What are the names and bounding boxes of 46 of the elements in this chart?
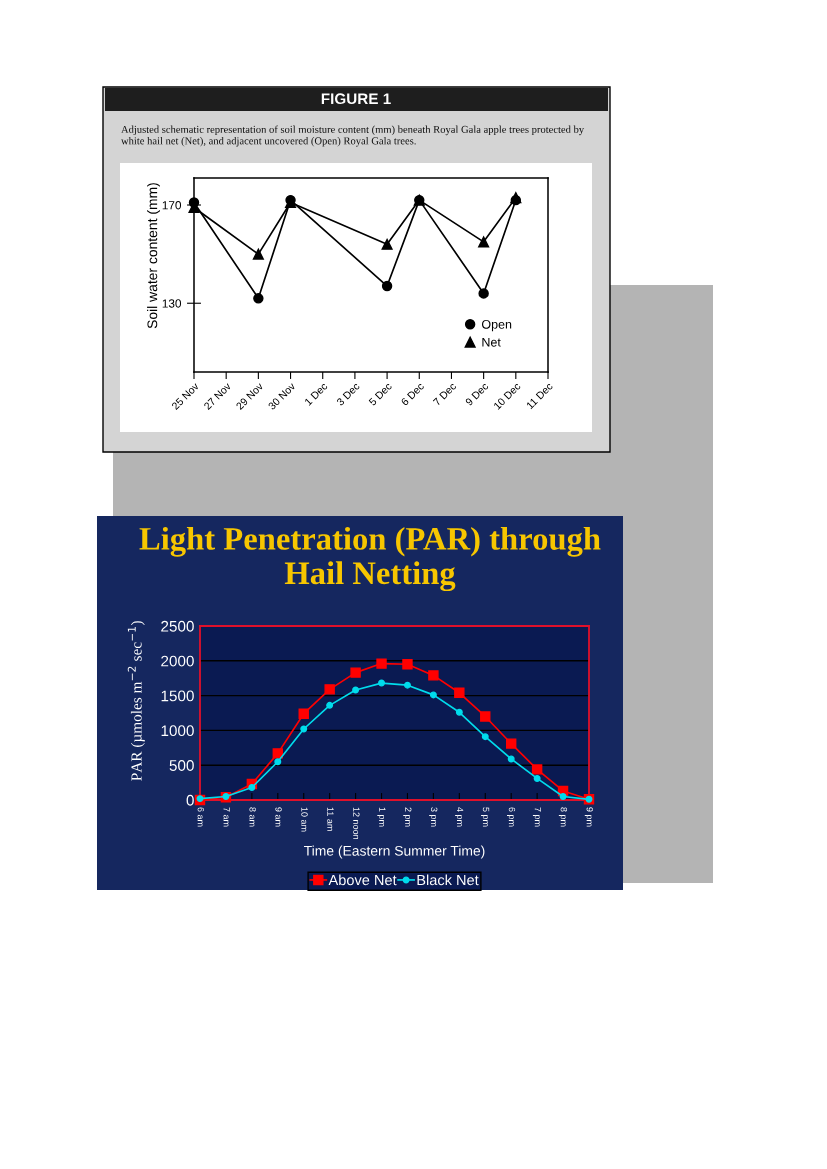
legend-label: Above Net — [328, 874, 397, 886]
x-tick-label: 10 am — [301, 807, 308, 832]
x-tick-label: 8 pm — [558, 807, 568, 827]
y-tick-label: 130 — [162, 299, 182, 308]
y-tick-label: 0 — [186, 794, 194, 806]
x-tick-label: 4 pm — [455, 807, 464, 827]
y-tick-label: 2000 — [161, 655, 194, 667]
x-tick-label: 1 Dec — [304, 382, 328, 406]
x-tick-label: 6 pm — [506, 807, 516, 827]
legend-label: Open — [481, 319, 512, 332]
x-tick-label: 3 Dec — [336, 382, 361, 407]
y-tick-label: 1500 — [161, 690, 194, 702]
x-tick-label: 6 am — [197, 807, 204, 827]
legend-label: Black Net — [417, 874, 479, 886]
x-tick-label: 30 Nov — [267, 381, 296, 411]
x-tick-label: 11 am — [327, 807, 334, 831]
x-tick-label: 6 Dec — [400, 382, 425, 406]
x-tick-label: 5 pm — [481, 807, 490, 827]
legend-label: Net — [482, 337, 501, 347]
x-tick-label: 9 Dec — [464, 382, 489, 407]
chart-title: FIGURE 1 — [321, 93, 391, 105]
x-axis-title: Time (Eastern Summer Time) — [304, 845, 485, 859]
x-tick-label: 12 noon — [353, 807, 360, 839]
y-tick-label: 1000 — [161, 725, 194, 737]
y-axis-title: PAR (µmoles m$^{−2}$ sec$^{−1}$) — [127, 621, 145, 781]
x-tick-label: 9 pm — [584, 807, 593, 827]
x-tick-label: 27 Nov — [203, 381, 232, 411]
x-tick-label: 2 pm — [403, 807, 412, 827]
x-tick-label: 10 Dec — [493, 382, 522, 410]
x-tick-label: 1 pm — [377, 807, 386, 827]
x-tick-label: 5 Dec — [368, 382, 393, 407]
x-tick-label: 25 Nov — [171, 381, 200, 411]
x-tick-label: 8 am — [249, 807, 256, 827]
x-tick-label: 3 pm — [429, 807, 438, 827]
y-axis-title: Soil water content (mm) — [147, 183, 160, 329]
x-tick-label: 7 am — [223, 807, 230, 827]
x-tick-label: 11 Dec — [526, 382, 554, 410]
chart-subtitle: Adjusted schematic representation of soil moisture content (mm) beneath Royal Gala apple trees protected by white hail net (Net), and adjacent uncovered (Open) Royal Gala trees. — [121, 125, 585, 147]
y-tick-label: 2500 — [161, 620, 194, 632]
x-tick-label: 7 pm — [532, 807, 542, 827]
y-tick-label: 500 — [169, 760, 194, 771]
chart-title: Light Penetration (PAR) through Hail Netting — [139, 526, 601, 592]
x-tick-label: 7 Dec — [432, 382, 457, 406]
x-tick-label: 9 am — [275, 807, 282, 827]
y-tick-label: 170 — [162, 201, 182, 210]
x-tick-label: 29 Nov — [235, 381, 264, 411]
